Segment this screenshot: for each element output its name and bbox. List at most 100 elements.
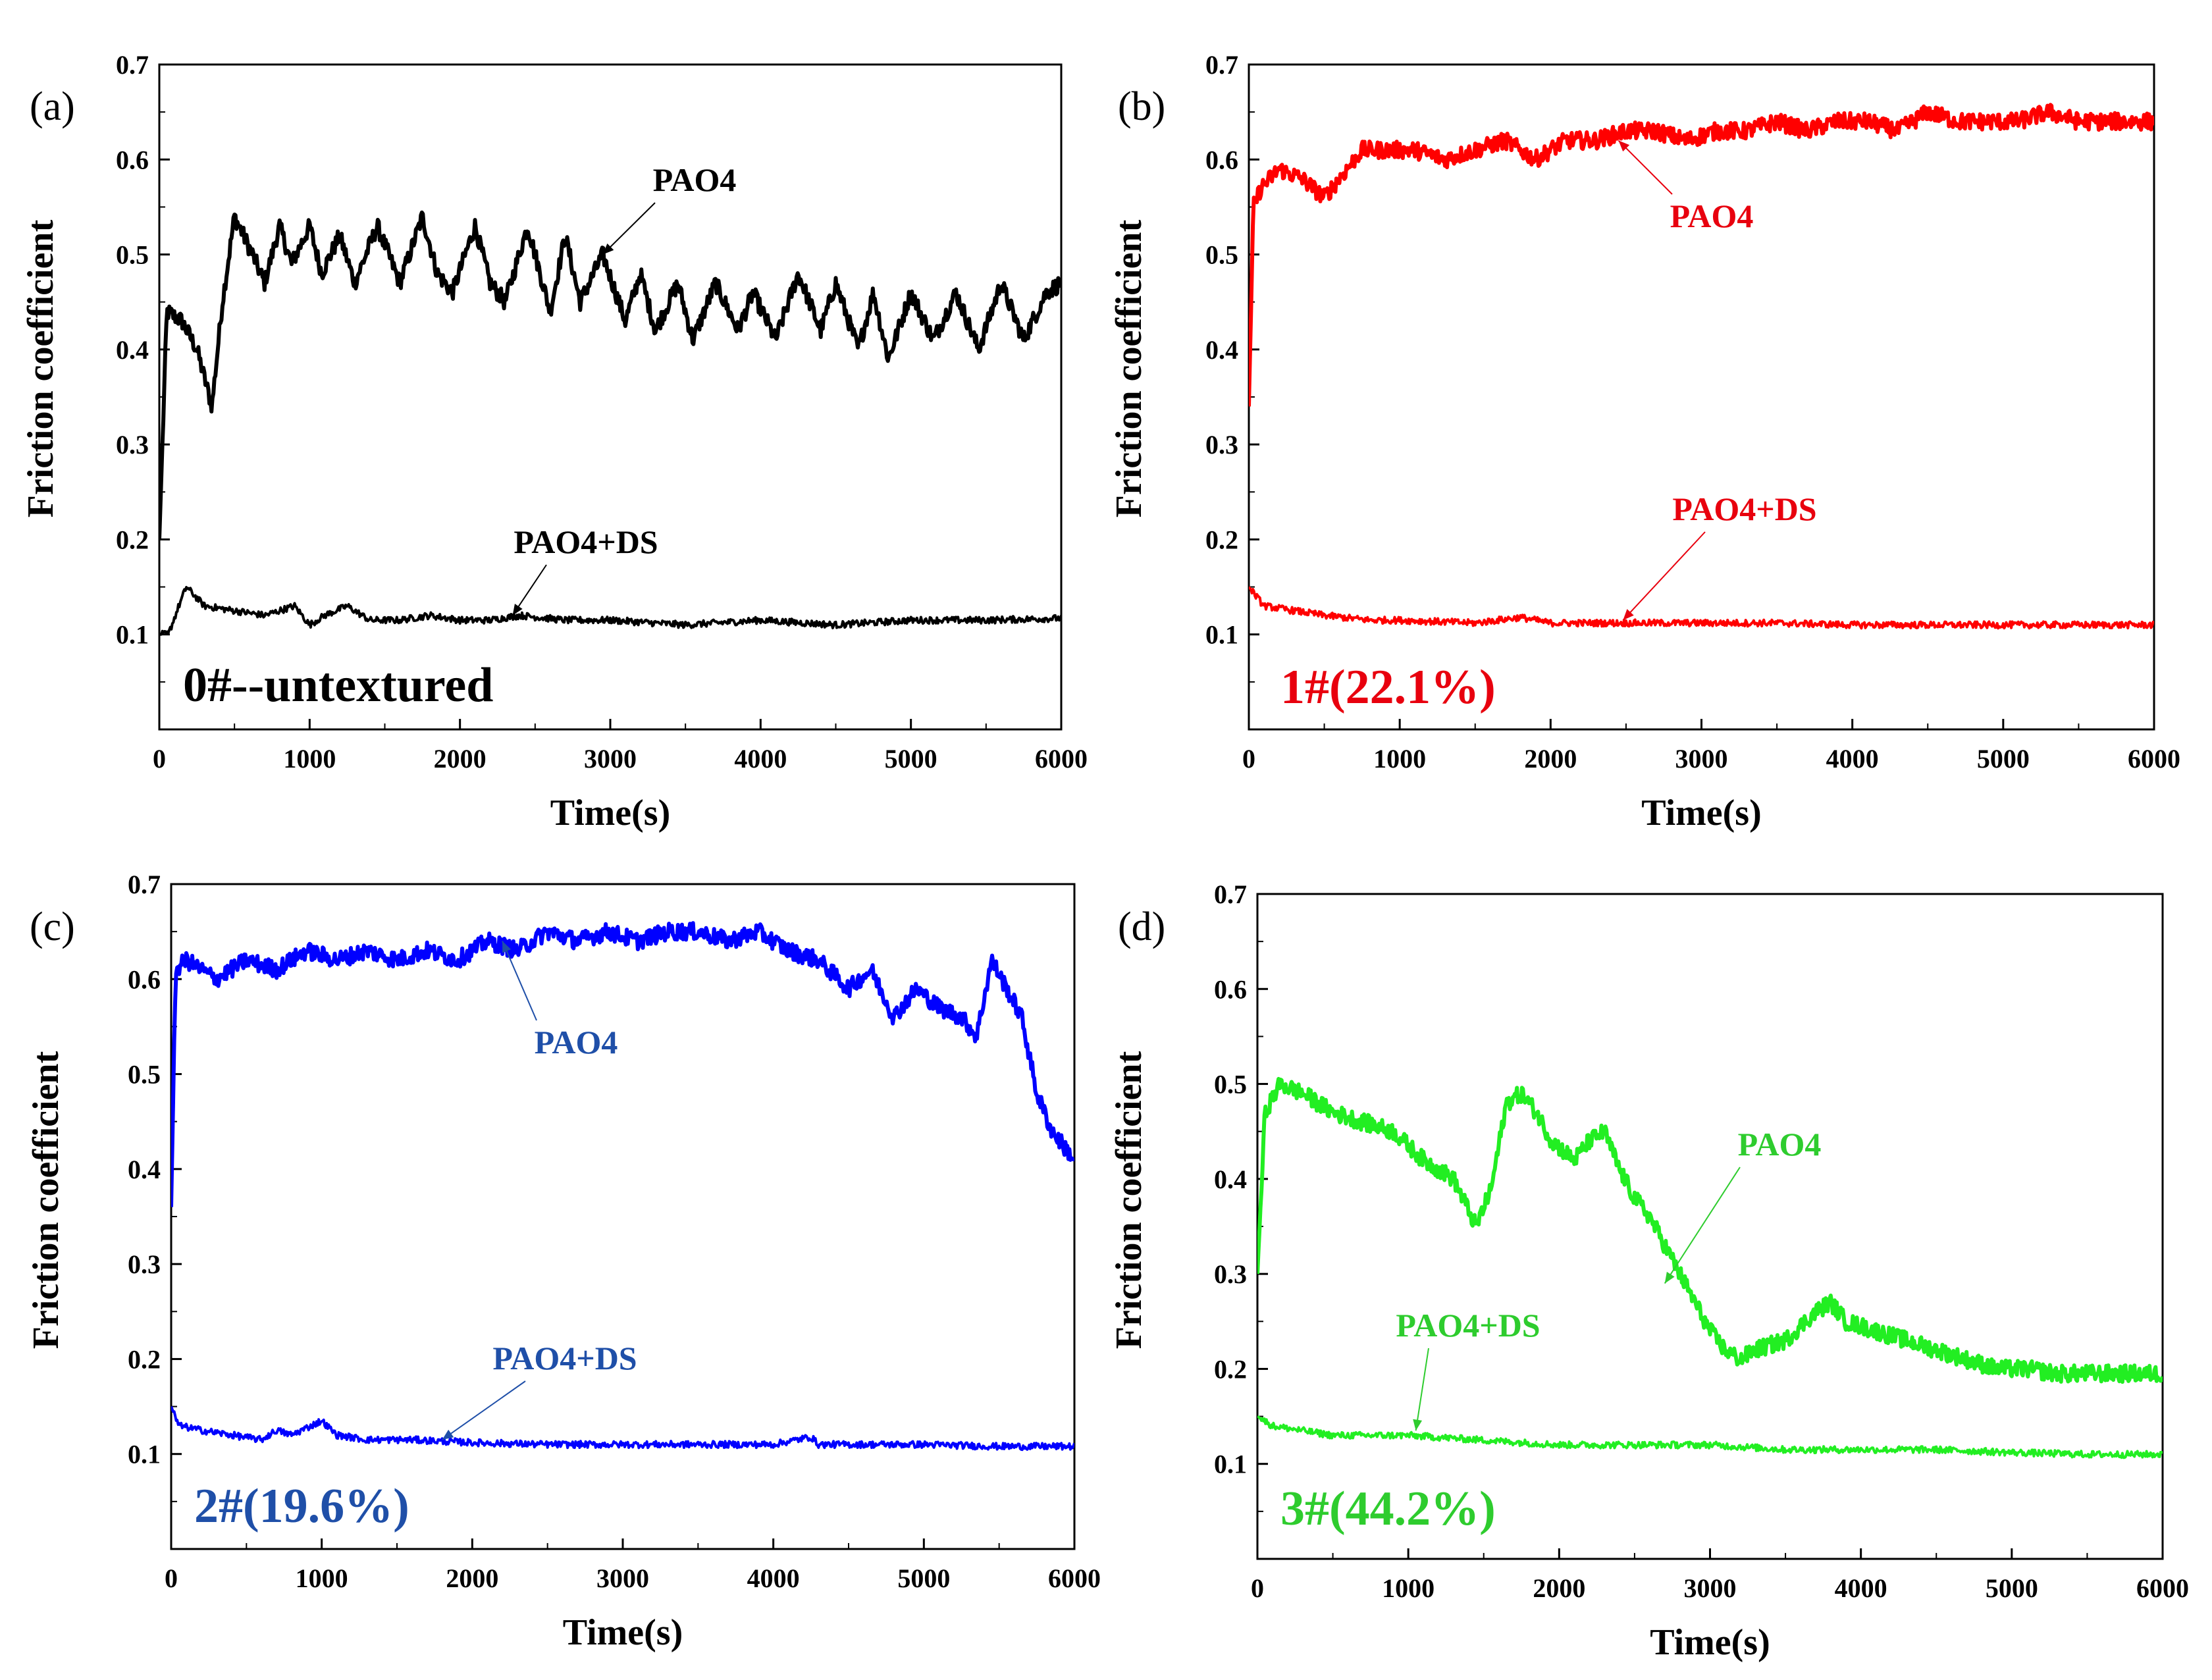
plot-frame <box>1248 63 2155 731</box>
panel-letter: (a) <box>30 84 75 129</box>
y-tick-label: 0.1 <box>128 1440 161 1469</box>
annotation-arrowhead <box>502 941 512 953</box>
x-tick-label: 0 <box>153 744 166 774</box>
y-axis-title: Friction coefficient <box>1109 219 1149 517</box>
x-tick-label: 6000 <box>1035 744 1088 774</box>
y-tick-label: 0.6 <box>116 145 149 174</box>
x-tick-label: 5000 <box>885 744 937 774</box>
series-line-pao4-ds <box>1257 1415 2163 1459</box>
y-tick-label: 0.5 <box>1205 240 1238 270</box>
panel-letter: (b) <box>1118 84 1165 129</box>
series-line-pao4 <box>171 921 1074 1207</box>
x-tick-label: 1000 <box>283 744 336 774</box>
annotation-label-pao4-ds: PAO4+DS <box>492 1340 637 1377</box>
annotation-arrow <box>1622 531 1706 621</box>
y-tick-label: 0.2 <box>1214 1354 1247 1384</box>
y-tick-label: 0.4 <box>116 335 149 365</box>
x-tick-label: 4000 <box>734 744 787 774</box>
y-tick-label: 0.1 <box>116 620 149 650</box>
chart-panel-c: 0 1000 2000 3000 4000 5000 6000 0.1 0.2 0.3 0.4 0.5… <box>26 870 1101 1653</box>
series-line-pao4 <box>159 210 1061 540</box>
series-line-pao4-ds <box>171 1405 1074 1452</box>
x-tick-label: 6000 <box>1048 1563 1101 1593</box>
y-tick-label: 0.6 <box>128 964 161 994</box>
x-tick-label: 3000 <box>1675 744 1728 774</box>
chart-panel-d: 0 1000 2000 3000 4000 5000 6000 0.1 0.2 0.3 0.4 0.5… <box>1109 879 2189 1663</box>
x-tick-label: 0 <box>1251 1573 1264 1603</box>
x-tick-label: 5000 <box>1986 1573 2038 1603</box>
plot-frame <box>158 63 1063 731</box>
y-tick-label: 0.5 <box>1214 1070 1247 1099</box>
y-tick-label: 0.7 <box>128 870 161 899</box>
annotation-arrowhead <box>1664 1271 1675 1284</box>
panel-letter: (d) <box>1118 905 1165 949</box>
y-tick-label: 0.6 <box>1214 974 1247 1004</box>
x-tick-label: 1000 <box>296 1563 348 1593</box>
y-tick-label: 0.4 <box>1214 1165 1247 1194</box>
series-line-pao4-ds <box>159 586 1061 636</box>
series-line-pao4 <box>1257 1076 2163 1384</box>
y-tick-label: 0.1 <box>1214 1450 1247 1479</box>
x-tick-label: 4000 <box>747 1563 800 1593</box>
x-axis-title: Time(s) <box>563 1612 683 1653</box>
annotation-arrowhead <box>512 604 523 616</box>
annotation-label-pao4-ds: PAO4+DS <box>514 523 658 560</box>
sample-label: 2#(19.6%) <box>194 1479 409 1533</box>
y-tick-label: 0.7 <box>1214 879 1247 909</box>
y-tick-label: 0.3 <box>116 430 149 459</box>
x-axis-title: Time(s) <box>550 793 671 833</box>
x-axis-title: Time(s) <box>1641 793 1762 833</box>
x-tick-label: 3000 <box>596 1563 649 1593</box>
annotation-arrowhead <box>602 243 614 255</box>
panel-letter: (c) <box>30 905 75 949</box>
y-tick-label: 0.7 <box>1205 50 1238 80</box>
annotation-arrowhead <box>1618 140 1630 152</box>
annotation-label-pao4: PAO4 <box>535 1024 618 1061</box>
y-axis-title: Friction coefficient <box>26 1051 66 1349</box>
x-axis-title: Time(s) <box>1650 1622 1770 1663</box>
chart-panel-a: 0 1000 2000 3000 4000 5000 6000 0.1 0.2 0.3 0.4 0.5… <box>20 50 1088 833</box>
annotation-arrow <box>1664 1167 1741 1284</box>
y-tick-label: 0.1 <box>1205 620 1238 650</box>
sample-label: 1#(22.1%) <box>1280 660 1496 714</box>
annotation-arrow <box>442 1380 526 1440</box>
annotation-label-pao4-ds: PAO4+DS <box>1396 1307 1540 1344</box>
x-tick-label: 3000 <box>584 744 637 774</box>
y-tick-label: 0.5 <box>128 1060 161 1089</box>
y-axis-title: Friction coefficient <box>1109 1051 1149 1349</box>
y-tick-label: 0.2 <box>128 1344 161 1374</box>
x-tick-label: 6000 <box>2128 744 2180 774</box>
x-tick-label: 0 <box>165 1563 178 1593</box>
x-tick-label: 2000 <box>434 744 487 774</box>
series-line-pao4-ds <box>1249 586 2154 630</box>
annotation-label-pao4: PAO4 <box>1670 197 1754 234</box>
annotation-arrow <box>1415 1348 1429 1431</box>
x-tick-label: 2000 <box>1524 744 1577 774</box>
y-tick-label: 0.3 <box>1205 430 1238 459</box>
annotation-arrow <box>602 202 656 255</box>
sample-label: 0#--untextured <box>183 658 493 712</box>
sample-label: 3#(44.2%) <box>1280 1482 1496 1536</box>
y-tick-label: 0.3 <box>128 1249 161 1279</box>
y-tick-label: 0.7 <box>116 50 149 80</box>
y-tick-label: 0.2 <box>116 525 149 554</box>
y-tick-label: 0.2 <box>1205 525 1238 554</box>
y-tick-label: 0.4 <box>128 1155 161 1184</box>
y-tick-label: 0.4 <box>1205 335 1238 365</box>
x-tick-label: 4000 <box>1826 744 1879 774</box>
x-tick-label: 6000 <box>2136 1573 2189 1603</box>
y-tick-label: 0.5 <box>116 240 149 270</box>
x-tick-label: 0 <box>1242 744 1255 774</box>
x-tick-label: 1000 <box>1373 744 1426 774</box>
y-tick-label: 0.3 <box>1214 1259 1247 1289</box>
x-tick-label: 5000 <box>1977 744 2030 774</box>
chart-panel-b: 0 1000 2000 3000 4000 5000 6000 0.1 0.2 0.3 0.4 0.5… <box>1109 50 2180 833</box>
annotation-label-pao4: PAO4 <box>1738 1126 1822 1163</box>
x-tick-label: 5000 <box>897 1563 950 1593</box>
x-tick-label: 3000 <box>1684 1573 1737 1603</box>
annotation-arrowhead <box>1623 609 1634 621</box>
annotation-arrow <box>502 941 537 1021</box>
x-tick-label: 4000 <box>1835 1573 1887 1603</box>
x-tick-label: 2000 <box>1533 1573 1585 1603</box>
